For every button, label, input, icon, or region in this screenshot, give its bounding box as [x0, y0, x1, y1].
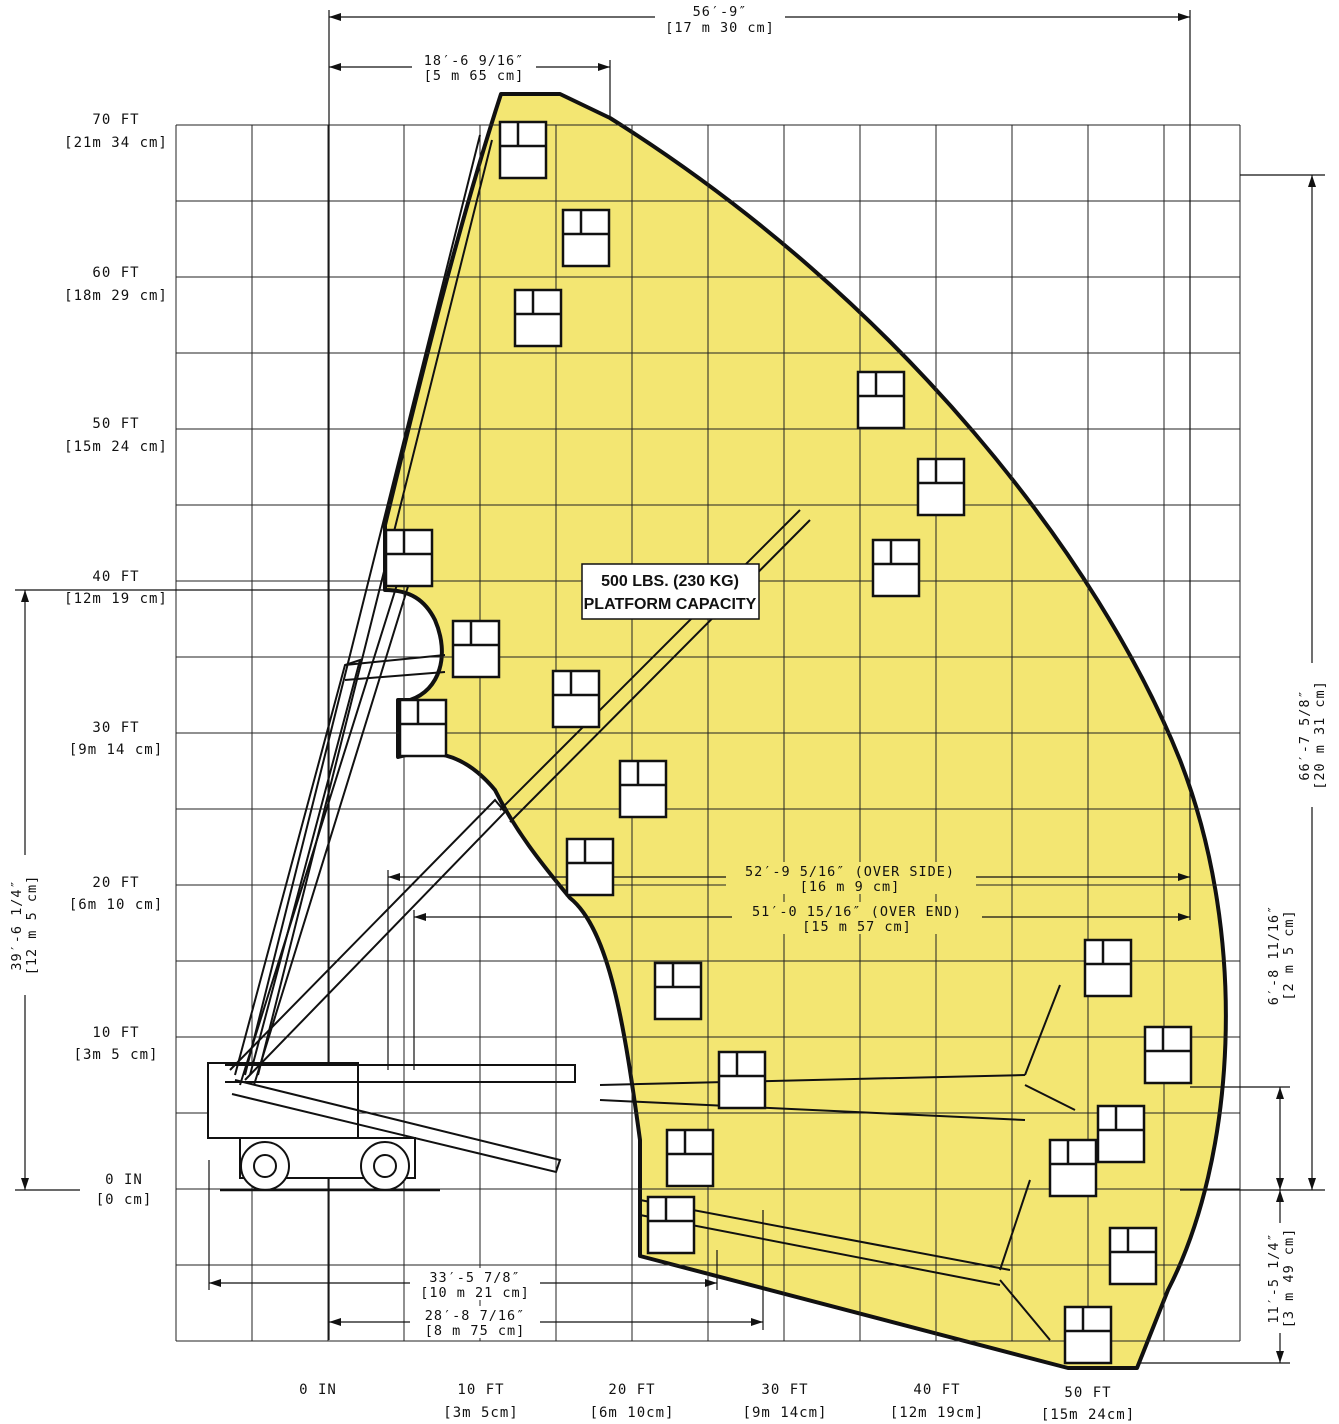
y-label-20ft: 20 FT: [92, 875, 139, 891]
platform-basket: [1083, 938, 1133, 998]
x-label-40ft-metric: [12m 19cm]: [890, 1405, 984, 1421]
platform-basket: [513, 288, 563, 348]
dim-below-a: 33′-5 7/8″: [429, 1270, 520, 1286]
dim-right-low-metric: [3 m 49 cm]: [1281, 1228, 1297, 1328]
dim-below-a-metric: [10 m 21 cm]: [420, 1285, 530, 1301]
working-envelope: [383, 92, 1228, 1370]
y-label-60ft: 60 FT: [92, 265, 139, 281]
y-label-60ft-metric: [18m 29 cm]: [64, 288, 168, 304]
platform-basket: [916, 457, 966, 517]
dim-left-height-metric: [12 m 5 cm]: [24, 875, 40, 975]
x-label-10ft: 10 FT: [457, 1382, 504, 1398]
y-label-20ft-metric: [6m 10 cm]: [69, 897, 163, 913]
vertical-axis-labels: 70 FT [21m 34 cm] 60 FT [18m 29 cm] 50 F…: [64, 112, 168, 1208]
boom-positions: [225, 134, 1076, 1341]
platform-basket: [384, 528, 434, 588]
dim-right-height: 66′-7 5/8″: [1297, 689, 1313, 780]
capacity-line-1: 500 LBS. (230 KG): [601, 573, 739, 590]
dim-up-over: 18′-6 9/16″: [424, 53, 524, 69]
x-label-50ft: 50 FT: [1064, 1385, 1111, 1401]
x-label-50ft-metric: [15m 24cm]: [1041, 1407, 1135, 1423]
y-label-50ft: 50 FT: [92, 416, 139, 432]
platform-basket: [1143, 1025, 1193, 1085]
x-label-20ft: 20 FT: [608, 1382, 655, 1398]
dim-up-over-metric: [5 m 65 cm]: [424, 68, 524, 84]
dim-right-mid-metric: [2 m 5 cm]: [1281, 909, 1297, 1000]
platform-basket: [498, 120, 548, 180]
y-label-0in: 0 IN: [105, 1172, 143, 1188]
y-label-70ft: 70 FT: [92, 112, 139, 128]
x-label-30ft: 30 FT: [761, 1382, 808, 1398]
dim-below-b-metric: [8 m 75 cm]: [425, 1323, 525, 1339]
y-label-30ft-metric: [9m 14 cm]: [69, 742, 163, 758]
x-label-20ft-metric: [6m 10cm]: [590, 1405, 675, 1421]
platform-baskets: [384, 120, 1193, 1365]
platform-basket: [561, 208, 611, 268]
platform-basket: [665, 1128, 715, 1188]
platform-basket: [398, 698, 448, 758]
platform-basket: [871, 538, 921, 598]
platform-basket: [551, 669, 601, 729]
platform-basket: [1096, 1104, 1146, 1164]
platform-basket: [717, 1050, 767, 1110]
x-label-10ft-metric: [3m 5cm]: [443, 1405, 518, 1421]
dim-below-b: 28′-8 7/16″: [425, 1308, 525, 1324]
horizontal-axis-labels: 0 IN 10 FT [3m 5cm] 20 FT [6m 10cm] 30 F…: [299, 1382, 1135, 1423]
platform-basket: [451, 619, 501, 679]
y-label-10ft: 10 FT: [92, 1025, 139, 1041]
capacity-callout: 500 LBS. (230 KG) PLATFORM CAPACITY: [581, 563, 760, 620]
platform-basket: [653, 961, 703, 1021]
platform-basket: [1063, 1305, 1113, 1365]
dim-left-height: 39′-6 1/4″: [9, 879, 25, 970]
platform-basket: [618, 759, 668, 819]
platform-basket: [856, 370, 906, 430]
x-label-30ft-metric: [9m 14cm]: [743, 1405, 828, 1421]
dim-total-width: 56′-9″: [693, 4, 748, 20]
dim-right-low: 11′-5 1/4″: [1266, 1232, 1282, 1323]
x-label-0in: 0 IN: [299, 1382, 337, 1398]
dim-right-height-metric: [20 m 31 cm]: [1312, 680, 1328, 790]
y-label-40ft: 40 FT: [92, 569, 139, 585]
lift-base: [207, 1062, 440, 1192]
y-label-40ft-metric: [12m 19 cm]: [64, 591, 168, 607]
dim-over-end: 51′-0 15/16″ (OVER END): [752, 904, 962, 920]
dim-total-width-metric: [17 m 30 cm]: [665, 20, 775, 36]
dim-over-side-metric: [16 m 9 cm]: [800, 879, 900, 895]
capacity-line-2: PLATFORM CAPACITY: [584, 596, 757, 613]
dim-over-end-metric: [15 m 57 cm]: [802, 919, 912, 935]
y-label-0in-metric: [0 cm]: [96, 1192, 153, 1208]
platform-basket: [565, 837, 615, 897]
y-label-10ft-metric: [3m 5 cm]: [74, 1047, 159, 1063]
platform-basket: [1108, 1226, 1158, 1286]
dimension-labels: 56′-9″ [17 m 30 cm] 18′-6 9/16″ [5 m 65 …: [410, 3, 982, 1339]
platform-basket: [646, 1195, 696, 1255]
y-label-50ft-metric: [15m 24 cm]: [64, 439, 168, 455]
vertical-dimension-labels: 39′-6 1/4″ [12 m 5 cm] 66′-7 5/8″ [20 m …: [9, 663, 1330, 1333]
dimension-arrowheads: [21, 13, 1316, 1363]
y-label-30ft: 30 FT: [92, 720, 139, 736]
dim-right-mid: 6′-8 11/16″: [1266, 905, 1282, 1005]
platform-basket: [1048, 1138, 1098, 1198]
dim-over-side: 52′-9 5/16″ (OVER SIDE): [745, 864, 955, 880]
x-label-40ft: 40 FT: [913, 1382, 960, 1398]
y-label-70ft-metric: [21m 34 cm]: [64, 135, 168, 151]
